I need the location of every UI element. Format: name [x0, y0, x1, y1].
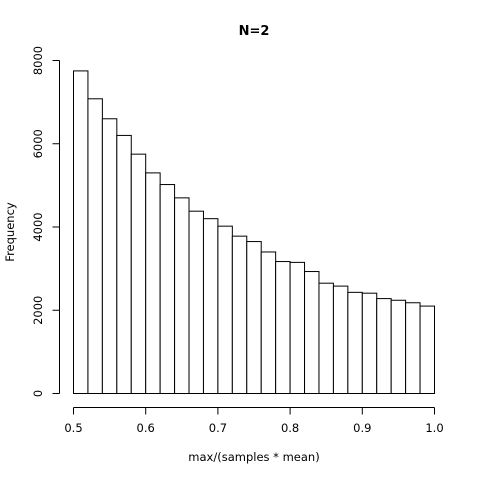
x-tick-label: 0.9	[353, 421, 371, 435]
histogram-bar	[361, 292, 378, 394]
y-tick-label: 8000	[31, 46, 45, 75]
x-tick-label: 0.5	[64, 421, 82, 435]
histogram-bar	[87, 98, 103, 394]
histogram-bar	[145, 172, 161, 394]
histogram-bar	[231, 235, 248, 394]
histogram-bar	[332, 285, 349, 395]
histogram-bar	[376, 298, 392, 394]
histogram-bar	[275, 261, 291, 394]
y-tick-label: 2000	[31, 296, 45, 325]
histogram-bar	[188, 210, 204, 394]
x-axis: 0.5 0.6 0.7 0.8 0.9 1.0	[64, 407, 444, 435]
histogram-bar	[304, 271, 320, 395]
histogram-bar	[260, 251, 277, 394]
x-tick-label: 0.8	[281, 421, 299, 435]
histogram-bar	[130, 153, 147, 394]
histogram-bar	[159, 184, 176, 394]
histogram-bar	[73, 70, 89, 394]
x-tick-label: 0.6	[137, 421, 155, 435]
y-axis-label: Frequency	[3, 202, 17, 262]
x-axis-label: max/(samples * mean)	[188, 450, 319, 464]
histogram-bar	[217, 225, 233, 394]
bars-group	[73, 70, 435, 395]
y-tick-label: 4000	[31, 212, 45, 241]
histogram-bar	[202, 218, 219, 394]
histogram-bar	[318, 282, 334, 395]
x-tick-label: 1.0	[425, 421, 443, 435]
y-tick-label: 0	[31, 390, 45, 397]
chart-title: N=2	[239, 24, 270, 39]
histogram-bar	[347, 291, 363, 395]
histogram-bar	[390, 299, 407, 395]
histogram-bar	[289, 261, 306, 394]
histogram-bar	[419, 305, 435, 394]
x-tick-label: 0.7	[209, 421, 227, 435]
histogram-bar	[101, 118, 118, 395]
histogram-bar	[174, 197, 190, 394]
histogram-bar	[116, 134, 132, 395]
y-tick-label: 6000	[31, 129, 45, 158]
histogram-bar	[405, 302, 421, 395]
histogram-bar	[246, 241, 262, 394]
y-axis: 0 2000 4000 6000 8000	[31, 46, 60, 397]
